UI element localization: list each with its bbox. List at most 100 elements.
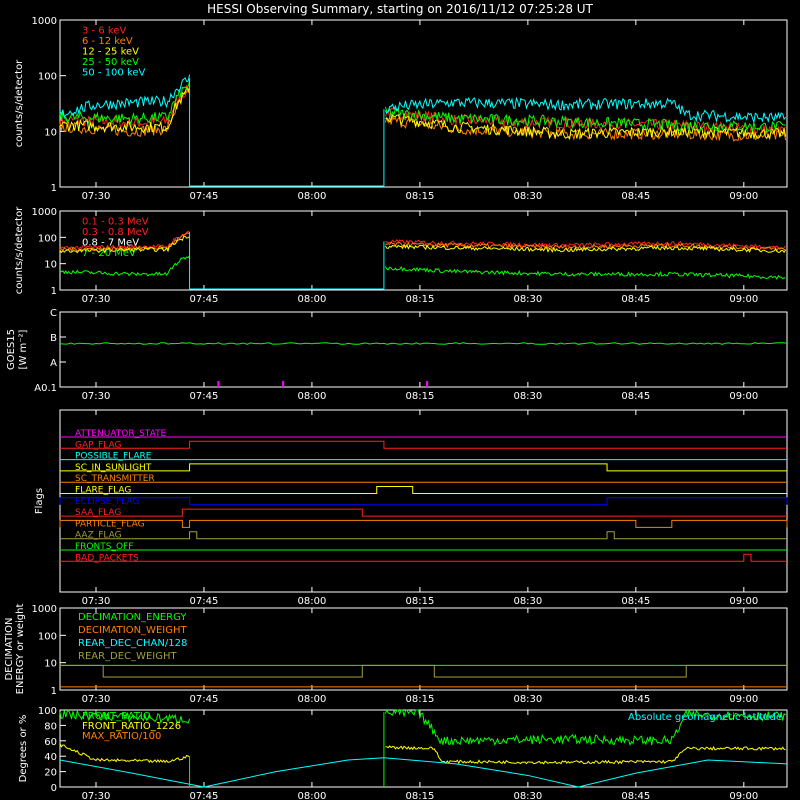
panel-decimation-ylabel-2: ENERGY or weight	[15, 604, 26, 695]
panel-highE-series-line	[59, 232, 786, 252]
panel-decimation-series-line	[60, 664, 787, 678]
panel-highE-legend-entry: 0.3 - 0.8 MeV	[82, 227, 149, 238]
flag-line	[59, 519, 788, 528]
panel-highE-legend-entry: 7 - 20 MeV	[82, 248, 136, 259]
flag-label: SAA_FLAG	[75, 508, 121, 518]
flag-label: ECLIPSE_FLAG	[75, 497, 139, 507]
panel-decimation-xtick-label: 09:00	[729, 694, 758, 705]
panel-lowE-xtick-label: 07:45	[190, 191, 219, 202]
panel-decimation-xtick-label: 07:45	[190, 694, 219, 705]
panel-goes-xtick-label: 08:15	[405, 391, 434, 402]
panel-flags-xtick-label: 07:30	[82, 596, 111, 607]
flag-label: POSSIBLE_FLARE	[75, 452, 152, 462]
panel-ratio-xtick-label: 08:15	[405, 791, 434, 800]
panel-ratio-ylabel: Degrees or %	[18, 715, 29, 783]
panel-highE-series-line	[59, 255, 786, 281]
panel-highE-xtick-label: 08:30	[513, 294, 542, 305]
panel-highE-ytick-label: 1	[51, 286, 57, 297]
panel-ratio-xtick-label: 08:30	[513, 791, 542, 800]
panel-decimation-ylabel: DECIMATION	[4, 617, 15, 680]
panel-lowE-legend-entry: 6 - 12 keV	[82, 36, 133, 47]
panel-lowE-legend-entry: 50 - 100 keV	[82, 68, 146, 79]
panel-ratio-frame	[59, 709, 788, 788]
panel-decimation-frame	[59, 607, 788, 691]
panel-highE-xtick-label: 07:30	[82, 294, 111, 305]
panel-ratio-ytick-label: 80	[44, 721, 57, 732]
panel-ratio-ytick-label: 20	[44, 768, 57, 779]
flag-label: PARTICLE_FLAG	[75, 519, 145, 529]
panel-highE-ytick-label: 1000	[32, 207, 57, 218]
panel-lowE-legend-entry: 12 - 25 keV	[82, 47, 139, 58]
panel-decimation-legend-entry: DECIMATION_WEIGHT	[78, 625, 187, 636]
flag-line	[60, 463, 787, 472]
panel-ratio-xtick-label: 07:30	[82, 791, 111, 800]
panel-lowE-xtick-label: 08:45	[621, 191, 650, 202]
panel-ratio-ytick-label: 60	[44, 737, 57, 748]
panel-decimation-xtick-label: 08:30	[513, 694, 542, 705]
panel-highE-xtick-label: 09:00	[729, 294, 758, 305]
flag-line	[60, 486, 787, 494]
panel-lowE-ytick-label: 100	[38, 72, 57, 83]
panel-ratio-ytick-label: 40	[44, 752, 57, 763]
panel-lowE-ylabel: counts/s/detector	[14, 59, 25, 147]
panel-lowE-xtick-label: 07:30	[82, 191, 111, 202]
panel-decimation-xtick-label: 07:30	[82, 694, 111, 705]
panel-highE-series-line	[59, 235, 787, 254]
panel-flags-xtick-label: 08:00	[298, 596, 327, 607]
panel-highE-legend-entry: 0.1 - 0.3 MeV	[82, 217, 149, 228]
panel-decimation-ytick-label: 100	[38, 631, 57, 642]
panel-highE-xtick-label: 08:45	[621, 294, 650, 305]
panel-goes-xtick-label: 08:45	[621, 391, 650, 402]
panel-decimation-legend-entry: REAR_DEC_WEIGHT	[78, 651, 177, 662]
panel-goes-xtick-label: 08:30	[513, 391, 542, 402]
panel-lowE-xtick-label: 08:30	[513, 191, 542, 202]
panel-goes-ytick-label: A0.1	[34, 383, 57, 394]
panel-lowE-ytick-label: 1	[51, 183, 57, 194]
flag-label: GAP_FLAG	[75, 440, 121, 450]
panel-lowE-series-line	[59, 74, 786, 123]
panel-goes-xtick-label: 07:30	[82, 391, 111, 402]
panel-ratio-legend-entry: FRONT_RATIO	[82, 711, 151, 722]
panel-goes-frame	[59, 311, 788, 388]
chart-title: HESSI Observing Summary, starting on 201…	[207, 2, 593, 16]
panel-ratio-legend-entry: FRONT_RATIO_1226	[82, 721, 181, 732]
panel-lowE-ytick-label: 10	[44, 127, 57, 138]
panel-decimation-legend-entry: DECIMATION_ENERGY	[78, 612, 187, 623]
panel-ratio-xtick-label: 09:00	[729, 791, 758, 800]
panel-ratio-series-line	[59, 757, 788, 788]
panel-decimation-ytick-label: 1000	[32, 604, 57, 615]
panel-flags-xtick-label: 08:15	[405, 596, 434, 607]
panel-highE-legend-entry: 0.8 - 7 MeV	[82, 238, 139, 249]
flag-label: SC_TRANSMITTER	[75, 474, 155, 484]
panel-ratio-annotation: Absolute geomagnetic latitude	[628, 712, 782, 723]
panel-highE-xtick-label: 08:00	[298, 294, 327, 305]
panel-goes-xtick-label: 08:00	[298, 391, 327, 402]
panel-flags-xtick-label: 09:00	[729, 596, 758, 607]
panel-highE-ylabel: counts/s/detector	[14, 206, 25, 294]
panel-decimation-ytick-label: 10	[44, 659, 57, 670]
panel-lowE-frame	[59, 19, 788, 188]
flag-label: AAZ_FLAG	[75, 531, 122, 541]
panel-highE-xtick-label: 08:15	[405, 294, 434, 305]
panel-highE-xtick-label: 07:45	[190, 294, 219, 305]
panel-highE-ytick-label: 100	[38, 233, 57, 244]
panel-ratio-ytick-label: 100	[38, 706, 57, 717]
flag-label: BAD_PACKETS	[75, 553, 139, 563]
panel-decimation-ytick-label: 1	[51, 686, 57, 697]
panel-decimation-legend-entry: REAR_DEC_CHAN/128	[78, 638, 187, 649]
panel-goes-xtick-label: 07:45	[190, 391, 219, 402]
panel-goes-ytick-label: C	[50, 308, 57, 319]
panel-lowE-series-line	[59, 87, 787, 142]
panel-lowE-series-line	[59, 80, 786, 133]
panel-ratio-xtick-label: 07:45	[190, 791, 219, 800]
panel-goes-ytick-label: B	[50, 333, 57, 344]
panel-goes-flux-line	[59, 342, 788, 345]
flag-label: SC_IN_SUNLIGHT	[75, 463, 152, 473]
panel-flags-xtick-label: 07:45	[190, 596, 219, 607]
panel-goes-xtick-label: 09:00	[729, 391, 758, 402]
panel-decimation-xtick-label: 08:45	[621, 694, 650, 705]
panel-lowE-xtick-label: 08:15	[405, 191, 434, 202]
flag-line	[60, 508, 787, 517]
panel-ratio-legend-entry: MAX_RATIO/100	[82, 731, 161, 742]
